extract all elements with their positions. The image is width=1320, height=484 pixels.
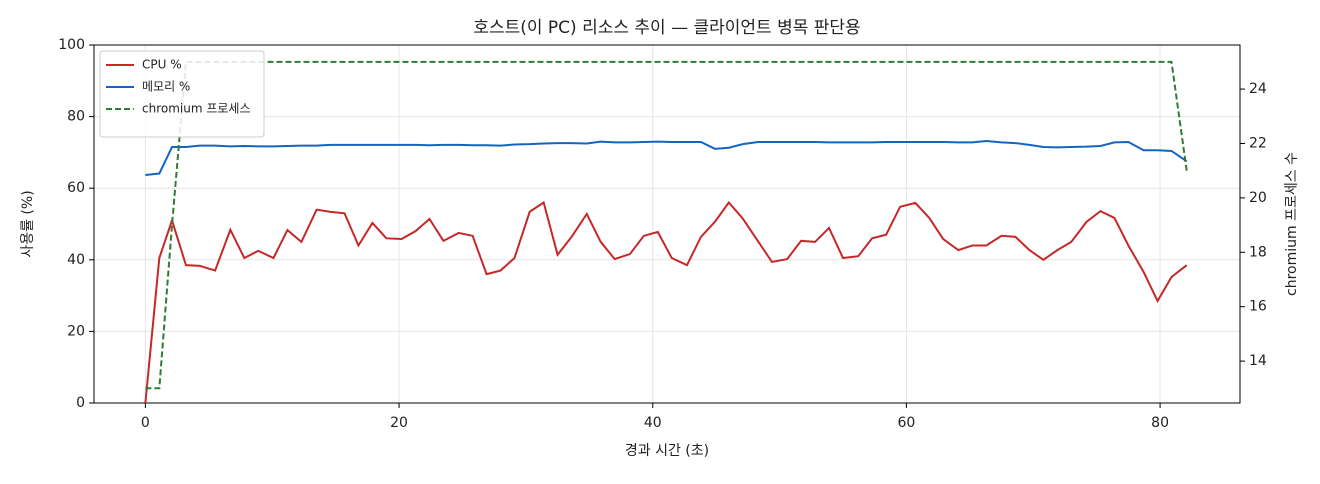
- y-tick-label: 40: [67, 252, 85, 268]
- y2-axis-label: chromium 프로세스 수: [1284, 152, 1300, 296]
- y2-tick-label: 20: [1249, 190, 1267, 206]
- plot-frame: [93, 44, 1241, 404]
- y-tick-label: 0: [76, 395, 85, 411]
- series-line: [145, 60, 1188, 390]
- x-axis-label: 경과 시간 (초): [625, 443, 709, 459]
- x-tick-label: 80: [1151, 415, 1169, 431]
- y2-tick-label: 24: [1249, 81, 1267, 97]
- series-line: [145, 139, 1188, 176]
- x-tick-label: 60: [897, 415, 915, 431]
- legend: CPU % 메모리 % chromium 프로세스: [99, 50, 265, 138]
- y-tick-label: 60: [67, 180, 85, 196]
- x-tick-label: 40: [644, 415, 662, 431]
- y2-tick-label: 18: [1249, 244, 1267, 260]
- y-axis-label: 사용률 (%): [20, 190, 36, 257]
- chart-title: 호스트(이 PC) 리소스 추이 — 클라이언트 병목 판단용: [473, 18, 860, 38]
- y2-tick-label: 22: [1249, 135, 1267, 151]
- legend-label: chromium 프로세스: [142, 102, 251, 116]
- y-tick-label: 20: [67, 323, 85, 339]
- legend-label: 메모리 %: [142, 80, 190, 94]
- x-tick-label: 20: [390, 415, 408, 431]
- y-tick-label: 80: [67, 109, 85, 125]
- series-line: [144, 200, 1188, 404]
- legend-label: CPU %: [142, 58, 182, 72]
- x-tick-label: 0: [141, 415, 150, 431]
- y2-tick-label: 14: [1249, 353, 1267, 369]
- legend-box: [99, 50, 265, 138]
- y2-tick-label: 16: [1249, 299, 1267, 315]
- y-tick-label: 100: [58, 37, 85, 53]
